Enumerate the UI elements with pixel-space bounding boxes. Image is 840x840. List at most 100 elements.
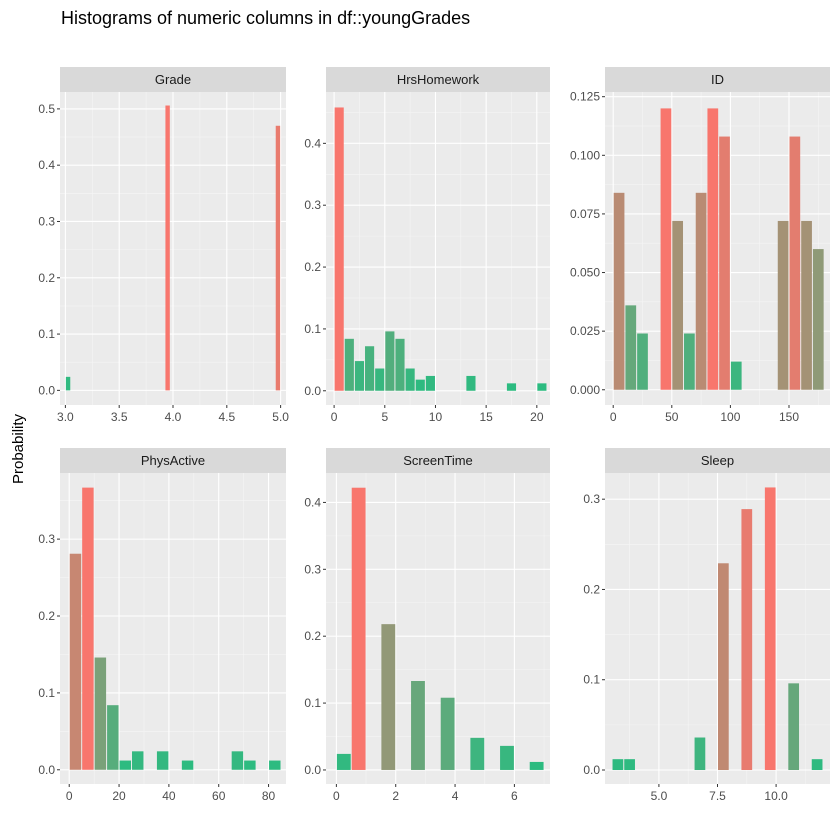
x-tick-label: 20 (112, 789, 126, 803)
x-tick-label: 0 (66, 789, 73, 803)
facet-strip (326, 448, 550, 473)
histogram-bar (637, 333, 648, 390)
histogram-bar (381, 624, 396, 770)
facet-panel-grade: Grade 0.0 0.1 0.2 0.3 0.4 0.5 3.0 3.5 4.0 4.5 5.0 (38, 67, 289, 424)
histogram-bar (275, 125, 281, 391)
histogram-bar (411, 681, 425, 770)
histogram-bar (405, 368, 415, 391)
histogram-bar (812, 249, 824, 390)
chart-title: Histograms of numeric columns in df::you… (61, 8, 471, 28)
histogram-bar (440, 697, 455, 770)
x-tick-label: 50 (665, 410, 679, 424)
y-tick-label: 0.3 (583, 492, 600, 506)
x-tick-label: 4 (452, 789, 459, 803)
x-tick-label: 60 (212, 789, 226, 803)
y-tick-label: 0.100 (570, 148, 600, 162)
histogram-bar (741, 509, 753, 771)
histogram-bar (694, 737, 706, 771)
histogram-bar (506, 383, 517, 391)
facet-strip-label: Grade (155, 72, 191, 87)
histogram-bar (801, 220, 812, 390)
x-tick-label: 0 (333, 789, 340, 803)
facet-strip-label: HrsHomework (397, 72, 480, 87)
histogram-bar (707, 108, 719, 390)
histogram-bar (385, 331, 395, 391)
histogram-bar (107, 705, 119, 770)
histogram-bar (354, 361, 365, 391)
y-tick-label: 0.0 (583, 763, 600, 777)
histogram-bar (82, 487, 94, 770)
facet-strip (60, 448, 286, 473)
histogram-bar (244, 760, 256, 770)
x-tick-label: 150 (779, 410, 799, 424)
y-tick-label: 0.3 (38, 532, 55, 546)
y-tick-label: 0.3 (304, 562, 321, 576)
x-tick-label: 15 (479, 410, 493, 424)
x-tick-label: 3.0 (57, 410, 74, 424)
histogram-bar (69, 553, 82, 770)
histogram-bar (181, 760, 194, 770)
x-tick-label: 5.0 (272, 410, 289, 424)
x-tick-label: 10.0 (764, 789, 788, 803)
y-tick-label: 0.4 (38, 158, 55, 172)
x-tick-label: 6 (511, 789, 518, 803)
x-tick-label: 0 (610, 410, 617, 424)
histogram-bar (94, 657, 107, 770)
x-tick-label: 7.5 (709, 789, 726, 803)
y-tick-label: 0.3 (38, 214, 55, 228)
facet-panel-id: ID 0.000 0.025 0.050 0.075 0.100 0.125 0 50 100 15… (570, 67, 830, 424)
histogram-bar (500, 745, 514, 770)
histogram-bar (529, 761, 544, 770)
histogram-bar (624, 759, 635, 771)
x-tick-label: 5 (381, 410, 388, 424)
histogram-bar (165, 105, 170, 391)
histogram-bar (351, 487, 366, 770)
y-tick-label: 0.4 (304, 495, 321, 509)
facet-strip-label: ScreenTime (403, 453, 473, 468)
facet-panel-screentime: ScreenTime 0.0 0.1 0.2 0.3 0.4 0 2 4 6 (304, 448, 550, 803)
histogram-bar (119, 760, 132, 770)
histogram-bar (466, 375, 476, 391)
histogram-bar (470, 737, 485, 770)
x-tick-label: 5.0 (651, 789, 668, 803)
histogram-bar (395, 338, 405, 391)
histogram-bar (789, 136, 801, 390)
histogram-bar (660, 108, 672, 390)
x-tick-label: 2 (392, 789, 399, 803)
histogram-bar (231, 751, 244, 770)
facet-panel-sleep: Sleep 0.0 0.1 0.2 0.3 5.0 7.5 10.0 (583, 448, 830, 803)
histogram-bar (425, 375, 435, 391)
facet-strip-label: PhysActive (141, 453, 205, 468)
histogram-bar (334, 107, 344, 391)
y-tick-label: 0.0 (304, 763, 321, 777)
histogram-bar (764, 487, 776, 771)
x-tick-label: 3.5 (111, 410, 128, 424)
x-tick-label: 40 (162, 789, 176, 803)
facet-strip (605, 448, 830, 473)
facet-strip-label: Sleep (701, 453, 734, 468)
histogram-bar (684, 333, 695, 390)
facet-strip (605, 67, 830, 92)
y-tick-label: 0.1 (583, 673, 600, 687)
x-tick-label: 4.5 (218, 410, 235, 424)
y-tick-label: 0.0 (38, 763, 55, 777)
y-tick-label: 0.2 (304, 629, 321, 643)
y-tick-label: 0.125 (570, 90, 600, 104)
y-tick-label: 0.2 (304, 260, 321, 274)
y-tick-label: 0.2 (38, 271, 55, 285)
histogram-bar (730, 361, 742, 390)
y-tick-label: 0.1 (304, 322, 321, 336)
x-tick-label: 80 (262, 789, 276, 803)
y-tick-label: 0.1 (38, 686, 55, 700)
histogram-bar (537, 383, 547, 391)
histogram-bar (719, 136, 730, 390)
x-tick-label: 100 (720, 410, 740, 424)
y-tick-label: 0.0 (304, 384, 321, 398)
histogram-bar (65, 376, 71, 391)
facet-strip (326, 67, 550, 92)
facet-strip (60, 67, 286, 92)
y-tick-label: 0.1 (38, 327, 55, 341)
y-tick-label: 0.025 (570, 324, 600, 338)
histogram-bar (788, 683, 800, 771)
x-tick-label: 10 (429, 410, 443, 424)
